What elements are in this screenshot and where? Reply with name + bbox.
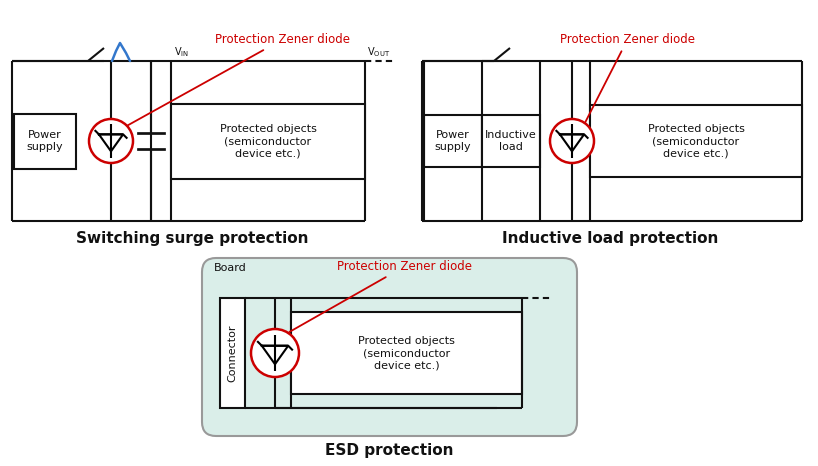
Bar <box>482 115 540 167</box>
Circle shape <box>251 329 299 377</box>
Bar <box>171 103 365 178</box>
Text: Protected objects
(semiconductor
device etc.): Protected objects (semiconductor device … <box>358 336 455 370</box>
Circle shape <box>89 119 133 163</box>
Bar <box>424 115 482 167</box>
Bar <box>220 298 245 408</box>
Text: Inductive
load: Inductive load <box>485 130 537 152</box>
Text: Protected objects
(semiconductor
device etc.): Protected objects (semiconductor device … <box>648 123 744 158</box>
Text: Protection Zener diode: Protection Zener diode <box>128 33 350 125</box>
Text: V$_{\rm IN}$: V$_{\rm IN}$ <box>174 45 189 59</box>
Text: ESD protection: ESD protection <box>326 443 454 458</box>
Text: V$_{\rm OUT}$: V$_{\rm OUT}$ <box>367 45 390 59</box>
Text: Connector: Connector <box>227 324 237 382</box>
Text: Inductive load protection: Inductive load protection <box>501 232 718 247</box>
Bar <box>590 105 802 177</box>
Text: Protection Zener diode: Protection Zener diode <box>560 33 695 122</box>
Text: Power
supply: Power supply <box>27 130 63 152</box>
Text: Protected objects
(semiconductor
device etc.): Protected objects (semiconductor device … <box>219 123 317 158</box>
Bar <box>291 312 522 394</box>
FancyBboxPatch shape <box>202 258 577 436</box>
Bar <box>14 114 76 169</box>
Text: Switching surge protection: Switching surge protection <box>76 232 308 247</box>
Text: Board: Board <box>214 263 247 273</box>
Circle shape <box>550 119 594 163</box>
Text: Power
supply: Power supply <box>434 130 471 152</box>
Text: Protection Zener diode: Protection Zener diode <box>290 260 472 332</box>
